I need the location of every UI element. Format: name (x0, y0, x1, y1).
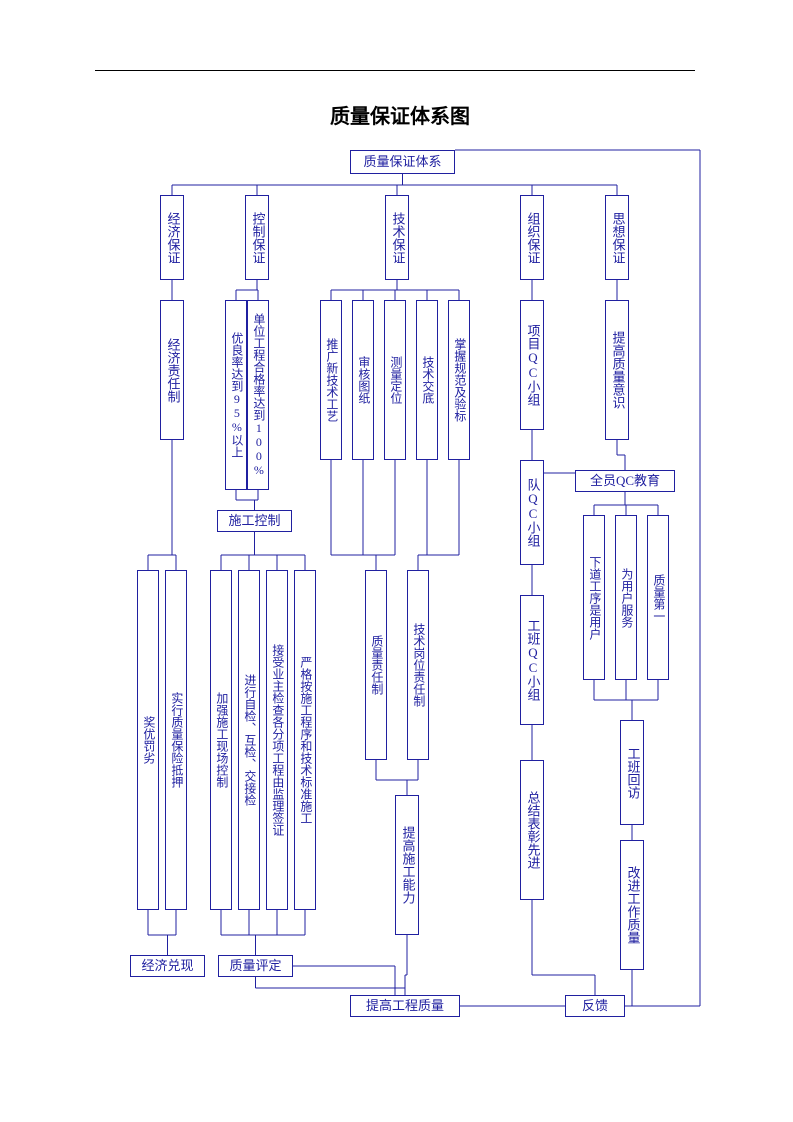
node-tech1: 推广新技术工艺 (320, 300, 342, 460)
node-label: 技术岗位责任制 (411, 623, 425, 707)
node-r3: 加强施工现场控制 (210, 570, 232, 910)
node-visit: 工班回访 (620, 720, 644, 825)
node-label: 下道工序是用户 (587, 556, 601, 640)
node-label: 技术交底 (420, 356, 434, 404)
node-label: 严格按施工程序和技术标准施工 (298, 656, 312, 824)
node-org_class: 工班QC小组 (520, 595, 544, 725)
node-label: 全员QC教育 (590, 474, 660, 489)
node-r5: 接受业主检查各分项工程由监理签证 (266, 570, 288, 910)
node-label: 实行质量保险抵押 (169, 692, 183, 788)
node-label: 奖优罚劣 (141, 716, 155, 764)
node-label: 技术保证 (390, 212, 405, 264)
node-label: 经济兑现 (141, 959, 193, 974)
node-label: 质量评定 (229, 959, 281, 974)
node-b_mind: 思想保证 (605, 195, 629, 280)
node-edu3: 质量第一 (647, 515, 669, 680)
node-label: 控制保证 (250, 212, 265, 264)
node-org_team: 队QC小组 (520, 460, 544, 565)
node-label: 审核图纸 (356, 356, 370, 404)
diagram-canvas: 质量保证体系图 质量保证体系经济保证 控制保证 技术保证 组织保证 思想保证经济责任制 单… (0, 0, 793, 1122)
diagram-title: 质量保证体系图 (330, 100, 470, 129)
node-label: 推广新技术工艺 (324, 338, 338, 422)
node-label: 思想保证 (610, 212, 625, 264)
node-label: 组织保证 (525, 212, 540, 264)
node-cons_ctrl: 施工控制 (217, 510, 292, 532)
node-label: 优良率达到95%以上 (229, 332, 243, 458)
node-tech3: 测量定位 (384, 300, 406, 460)
node-label: 加强施工现场控制 (214, 692, 228, 788)
node-qc_edu: 全员QC教育 (575, 470, 675, 492)
node-label: 掌握规范及验标 (452, 338, 466, 422)
node-cap: 提高施工能力 (395, 795, 419, 935)
node-org_proj: 项目QC小组 (520, 300, 544, 430)
node-r6: 严格按施工程序和技术标准施工 (294, 570, 316, 910)
node-label: 队QC小组 (525, 478, 540, 547)
node-label: 反馈 (582, 999, 608, 1014)
node-edu1: 下道工序是用户 (583, 515, 605, 680)
node-label: 测量定位 (388, 356, 402, 404)
node-label: 提高施工能力 (400, 826, 415, 904)
node-org_sum: 总结表彰先进 (520, 760, 544, 900)
node-label: 进行自检、互检、交接检 (242, 674, 256, 806)
node-label: 提高质量意识 (610, 331, 625, 409)
node-r8: 技术岗位责任制 (407, 570, 429, 760)
top-rule (95, 70, 695, 71)
node-label: 总结表彰先进 (525, 791, 540, 869)
node-ctrl_exc: 优良率达到95%以上 (225, 300, 247, 490)
node-label: 质量第一 (651, 574, 665, 622)
node-label: 施工控制 (228, 514, 280, 529)
node-qual_eval: 质量评定 (218, 955, 293, 977)
node-tech2: 审核图纸 (352, 300, 374, 460)
node-r4: 进行自检、互检、交接检 (238, 570, 260, 910)
node-label: 项目QC小组 (525, 324, 540, 406)
node-b_tech: 技术保证 (385, 195, 409, 280)
node-r2: 实行质量保险抵押 (165, 570, 187, 910)
node-label: 质量保证体系 (363, 155, 441, 170)
node-econ_cash: 经济兑现 (130, 955, 205, 977)
node-root: 质量保证体系 (350, 150, 455, 174)
node-label: 质量责任制 (369, 635, 383, 695)
node-label: 单位工程合格率达到100% (251, 313, 265, 477)
node-label: 为用户服务 (619, 568, 633, 628)
node-tech5: 掌握规范及验标 (448, 300, 470, 460)
node-label: 提高工程质量 (366, 999, 444, 1014)
node-feedback: 反馈 (565, 995, 625, 1017)
node-r1: 奖优罚劣 (137, 570, 159, 910)
node-mind_aware: 提高质量意识 (605, 300, 629, 440)
node-label: 工班回访 (625, 747, 640, 799)
node-edu2: 为用户服务 (615, 515, 637, 680)
node-b_ctrl: 控制保证 (245, 195, 269, 280)
node-label: 改进工作质量 (625, 866, 640, 944)
node-improve: 改进工作质量 (620, 840, 644, 970)
node-r7: 质量责任制 (365, 570, 387, 760)
node-label: 经济保证 (165, 212, 180, 264)
node-label: 经济责任制 (165, 338, 180, 403)
node-b_econ: 经济保证 (160, 195, 184, 280)
node-b_org: 组织保证 (520, 195, 544, 280)
node-ctrl_qual: 单位工程合格率达到100% (247, 300, 269, 490)
node-eng_qual: 提高工程质量 (350, 995, 460, 1017)
node-label: 工班QC小组 (525, 619, 540, 701)
node-econ_resp: 经济责任制 (160, 300, 184, 440)
node-label: 接受业主检查各分项工程由监理签证 (270, 644, 284, 836)
node-tech4: 技术交底 (416, 300, 438, 460)
